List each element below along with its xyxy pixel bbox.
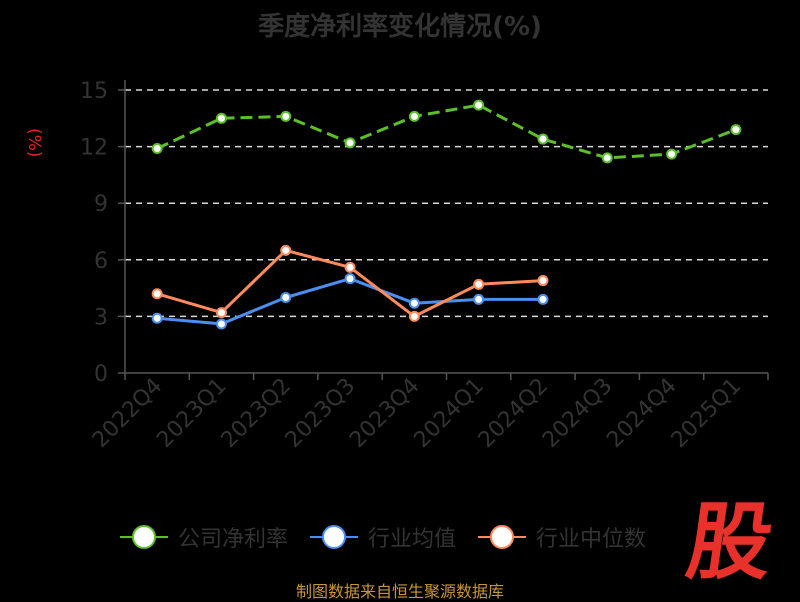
data-point-s0-2025Q1 (730, 124, 742, 136)
data-point-s0-2022Q4 (151, 142, 163, 154)
data-point-s0-2023Q3 (344, 137, 356, 149)
data-point-s2-2023Q4 (408, 310, 420, 322)
data-point-s1-2024Q1 (473, 293, 485, 305)
data-point-s1-2023Q3 (344, 273, 356, 285)
x-tick-label-2025Q1: 2025Q1 (667, 374, 746, 453)
x-tick-label-2024Q2: 2024Q2 (474, 374, 553, 453)
data-point-s1-2024Q2 (537, 293, 549, 305)
data-point-s1-2023Q1 (215, 318, 227, 330)
logo: 股 (681, 493, 779, 591)
y-tick-label: 12 (80, 136, 108, 161)
legend-item-company[interactable]: 公司净利率 (120, 521, 288, 553)
data-point-s0-2023Q1 (215, 112, 227, 124)
series-line-0 (156, 103, 737, 160)
data-point-s2-2023Q3 (344, 261, 356, 273)
x-tick-label-2024Q1: 2024Q1 (409, 374, 488, 453)
y-tick-label: 0 (94, 362, 108, 387)
data-point-s0-2023Q4 (408, 110, 420, 122)
legend-marker-company (120, 525, 168, 549)
chart-title: 季度净利率变化情况(%) (258, 12, 542, 42)
legend-label-company: 公司净利率 (178, 527, 289, 552)
data-point-s0-2024Q4 (666, 148, 678, 160)
data-point-s0-2024Q2 (537, 133, 549, 145)
data-point-s2-2022Q4 (151, 288, 163, 300)
data-point-s1-2023Q4 (408, 297, 420, 309)
data-point-s0-2024Q3 (601, 152, 613, 164)
y-tick-label: 6 (94, 249, 108, 274)
y-tick-label: 9 (94, 192, 108, 217)
x-tick-label-2024Q3: 2024Q3 (538, 374, 617, 453)
data-point-s1-2022Q4 (151, 312, 163, 324)
legend-label-industry-median: 行业中位数 (536, 527, 647, 552)
chart-legend: 公司净利率 行业均值 行业中位数 (120, 520, 668, 554)
data-point-s2-2024Q1 (473, 278, 485, 290)
legend-label-industry-mean: 行业均值 (368, 527, 457, 552)
x-tick-label-2023Q4: 2023Q4 (345, 374, 424, 453)
x-tick-label-2023Q1: 2023Q1 (152, 374, 231, 453)
y-tick-label: 3 (94, 305, 108, 330)
x-tick-label-2023Q3: 2023Q3 (281, 374, 360, 453)
legend-item-industry-median[interactable]: 行业中位数 (478, 521, 646, 553)
data-point-s2-2023Q1 (215, 307, 227, 319)
legend-item-industry-mean[interactable]: 行业均值 (310, 521, 456, 553)
data-point-s2-2024Q2 (537, 275, 549, 287)
data-point-s2-2023Q2 (280, 244, 292, 256)
legend-marker-industry-median (478, 525, 527, 549)
x-tick-label-2024Q4: 2024Q4 (602, 374, 681, 453)
data-source-footer: 制图数据来自恒生聚源数据库 (295, 582, 504, 601)
x-tick-label-2023Q2: 2023Q2 (217, 374, 296, 453)
y-tick-label: 15 (80, 79, 108, 104)
data-point-s1-2023Q2 (280, 292, 292, 304)
data-point-s0-2023Q2 (280, 110, 292, 122)
legend-marker-industry-mean (310, 525, 359, 549)
data-point-s0-2024Q1 (473, 99, 485, 111)
